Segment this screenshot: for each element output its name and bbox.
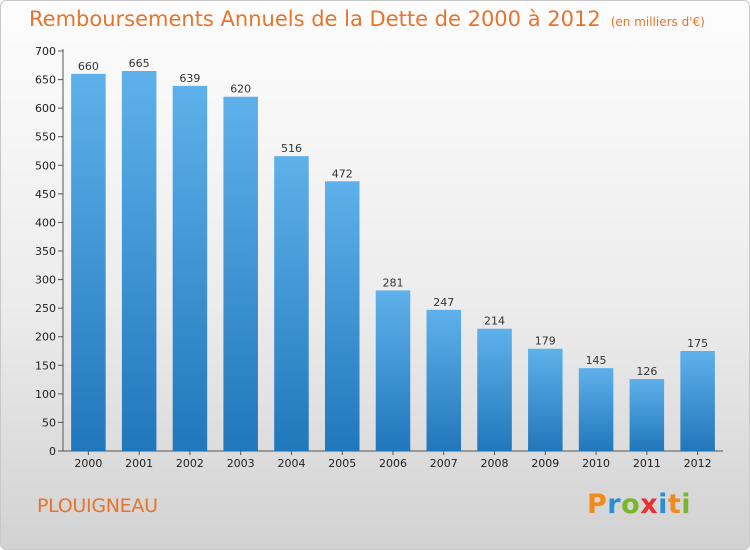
x-tick-label: 2010 xyxy=(582,457,610,470)
data-label: 247 xyxy=(433,296,454,309)
data-label: 214 xyxy=(484,315,505,328)
data-label: 145 xyxy=(586,354,607,367)
logo-letter: t xyxy=(667,489,682,520)
town-name: PLOUIGNEAU xyxy=(37,495,158,517)
x-tick-label: 2000 xyxy=(74,457,102,470)
logo-letter: i xyxy=(658,489,668,520)
y-tick-label: 250 xyxy=(35,302,56,315)
data-label: 175 xyxy=(687,337,708,350)
y-tick-label: 400 xyxy=(35,216,56,229)
data-label: 281 xyxy=(383,276,404,289)
x-tick-label: 2012 xyxy=(684,457,712,470)
data-label: 179 xyxy=(535,335,556,348)
x-tick-label: 2006 xyxy=(379,457,407,470)
bar xyxy=(223,96,258,451)
y-tick-label: 550 xyxy=(35,131,56,144)
bar xyxy=(528,348,563,451)
x-tick-label: 2011 xyxy=(633,457,661,470)
data-label: 620 xyxy=(230,83,251,96)
bar xyxy=(477,328,512,451)
chart-title-text: Remboursements Annuels de la Dette de 20… xyxy=(29,7,601,31)
data-label: 639 xyxy=(179,72,200,85)
bar xyxy=(629,379,665,451)
data-label: 516 xyxy=(281,142,302,155)
y-tick-label: 350 xyxy=(35,245,56,258)
x-tick-label: 2009 xyxy=(531,457,559,470)
y-tick-label: 600 xyxy=(35,102,56,115)
data-label: 126 xyxy=(636,365,657,378)
chart-title: Remboursements Annuels de la Dette de 20… xyxy=(29,7,705,31)
bar xyxy=(324,181,360,452)
bar xyxy=(71,73,106,451)
x-tick-label: 2002 xyxy=(176,457,204,470)
y-tick-label: 200 xyxy=(35,331,56,344)
y-tick-label: 150 xyxy=(35,359,56,372)
y-tick-label: 450 xyxy=(35,188,56,201)
bar xyxy=(274,156,309,451)
y-tick-label: 500 xyxy=(35,159,56,172)
y-tick-label: 0 xyxy=(49,445,56,458)
x-tick-label: 2004 xyxy=(277,457,305,470)
y-tick-label: 50 xyxy=(42,416,56,429)
bar xyxy=(121,71,157,451)
x-tick-label: 2003 xyxy=(227,457,255,470)
x-tick-label: 2008 xyxy=(481,457,509,470)
bar xyxy=(426,309,462,451)
logo-letter: o xyxy=(621,489,641,520)
bar xyxy=(578,368,614,451)
logo-letter: P xyxy=(587,489,608,520)
data-label: 660 xyxy=(78,60,99,73)
bar xyxy=(172,85,208,451)
logo-letter: r xyxy=(607,489,622,520)
chart-subtitle: (en milliers d'€) xyxy=(610,15,705,29)
x-tick-label: 2007 xyxy=(430,457,458,470)
y-tick-label: 100 xyxy=(35,388,56,401)
data-label: 472 xyxy=(332,167,353,180)
y-tick-label: 650 xyxy=(35,74,56,87)
proxiti-logo: Proxiti xyxy=(587,489,691,520)
bar xyxy=(680,351,715,451)
data-label: 665 xyxy=(129,57,150,70)
x-tick-label: 2001 xyxy=(125,457,153,470)
logo-letter: i xyxy=(681,489,692,520)
x-tick-label: 2005 xyxy=(328,457,356,470)
logo-letter: x xyxy=(640,489,659,520)
y-tick-label: 700 xyxy=(35,45,56,58)
bar xyxy=(375,290,411,451)
y-tick-label: 300 xyxy=(35,274,56,287)
